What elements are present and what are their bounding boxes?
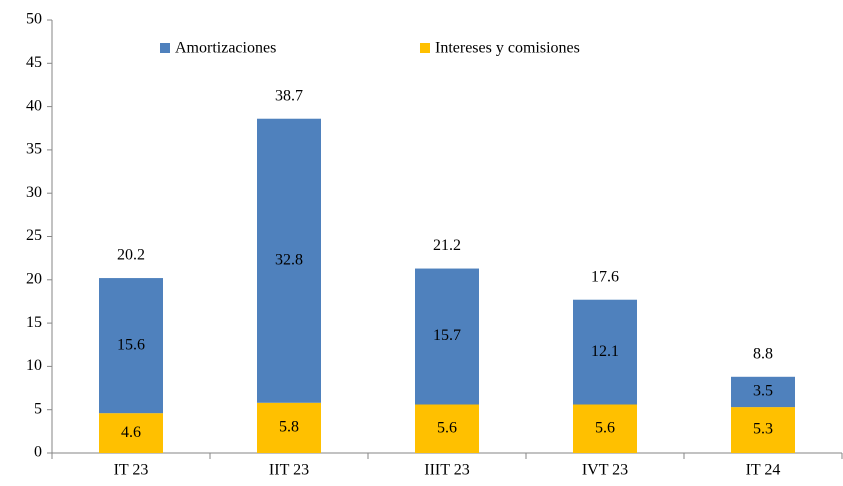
data-label: 3.5: [753, 383, 773, 400]
data-label: 32.8: [275, 251, 303, 268]
bar-segment: [573, 404, 637, 453]
y-tick-label: 5: [34, 400, 42, 417]
legend-swatch: [420, 43, 430, 53]
x-tick-label: IIIT 23: [424, 462, 469, 479]
total-label: 17.6: [591, 268, 619, 285]
y-tick-label: 0: [34, 444, 42, 461]
x-tick-label: IIT 23: [269, 462, 309, 479]
total-label: 20.2: [117, 247, 145, 264]
bar-segment: [99, 413, 163, 453]
total-label: 8.8: [753, 345, 773, 362]
bar-segment: [573, 299, 637, 405]
bar-segment: [731, 376, 795, 408]
data-label: 5.8: [279, 419, 299, 436]
y-tick-label: 40: [26, 97, 42, 114]
y-tick-label: 45: [26, 54, 42, 71]
total-label: 38.7: [275, 87, 303, 104]
data-label: 4.6: [121, 424, 141, 441]
legend-label: Intereses y comisiones: [435, 40, 580, 57]
y-tick-label: 50: [26, 11, 42, 28]
data-label: 5.3: [753, 421, 773, 438]
y-tick-label: 30: [26, 184, 42, 201]
data-label: 5.6: [437, 419, 457, 436]
bar-segment: [731, 407, 795, 453]
y-tick-label: 25: [26, 227, 42, 244]
legend-label: Amortizaciones: [175, 40, 276, 57]
total-label: 21.2: [433, 237, 461, 254]
data-label: 15.7: [433, 327, 461, 344]
bar-segment: [257, 402, 321, 453]
x-tick-label: IT 23: [114, 462, 149, 479]
legend-swatch: [160, 43, 170, 53]
x-tick-label: IT 24: [746, 462, 781, 479]
y-tick-label: 10: [26, 357, 42, 374]
data-label: 5.6: [595, 419, 615, 436]
bar-segment: [415, 268, 479, 405]
x-tick-label: IVT 23: [582, 462, 628, 479]
y-tick-label: 15: [26, 314, 42, 331]
data-label: 12.1: [591, 343, 619, 360]
y-tick-label: 20: [26, 270, 42, 287]
bar-segment: [415, 404, 479, 453]
data-label: 15.6: [117, 336, 145, 353]
bar-segment: [99, 278, 163, 414]
bar-segment: [257, 118, 321, 403]
y-tick-label: 35: [26, 141, 42, 158]
